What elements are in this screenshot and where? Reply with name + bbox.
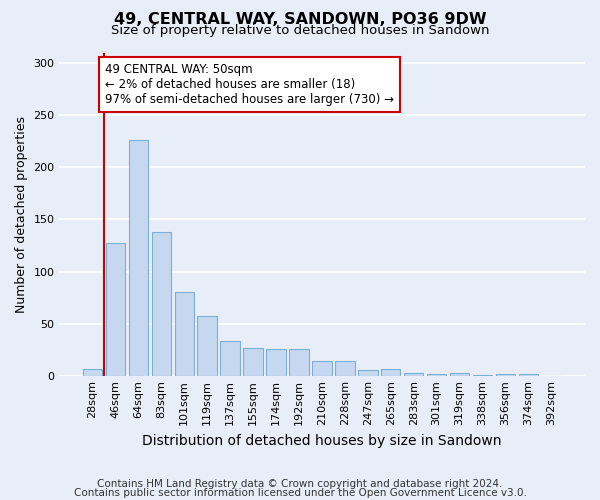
Bar [450,372,469,376]
Bar [175,292,194,376]
Bar [244,348,263,376]
Bar [128,140,148,376]
Text: Contains HM Land Registry data © Crown copyright and database right 2024.: Contains HM Land Registry data © Crown c… [97,479,503,489]
Bar [289,349,309,376]
Text: 49 CENTRAL WAY: 50sqm
← 2% of detached houses are smaller (18)
97% of semi-detac: 49 CENTRAL WAY: 50sqm ← 2% of detached h… [105,63,394,106]
Bar [220,342,240,376]
Bar [358,370,377,376]
Bar [266,349,286,376]
Bar [518,374,538,376]
X-axis label: Distribution of detached houses by size in Sandown: Distribution of detached houses by size … [142,434,502,448]
Text: 49, CENTRAL WAY, SANDOWN, PO36 9DW: 49, CENTRAL WAY, SANDOWN, PO36 9DW [114,12,486,26]
Y-axis label: Number of detached properties: Number of detached properties [15,116,28,312]
Bar [83,368,102,376]
Bar [473,375,492,376]
Bar [404,372,424,376]
Bar [381,368,400,376]
Bar [197,316,217,376]
Text: Contains public sector information licensed under the Open Government Licence v3: Contains public sector information licen… [74,488,526,498]
Bar [312,362,332,376]
Bar [152,232,171,376]
Bar [106,244,125,376]
Bar [496,374,515,376]
Bar [335,362,355,376]
Text: Size of property relative to detached houses in Sandown: Size of property relative to detached ho… [111,24,489,37]
Bar [427,374,446,376]
